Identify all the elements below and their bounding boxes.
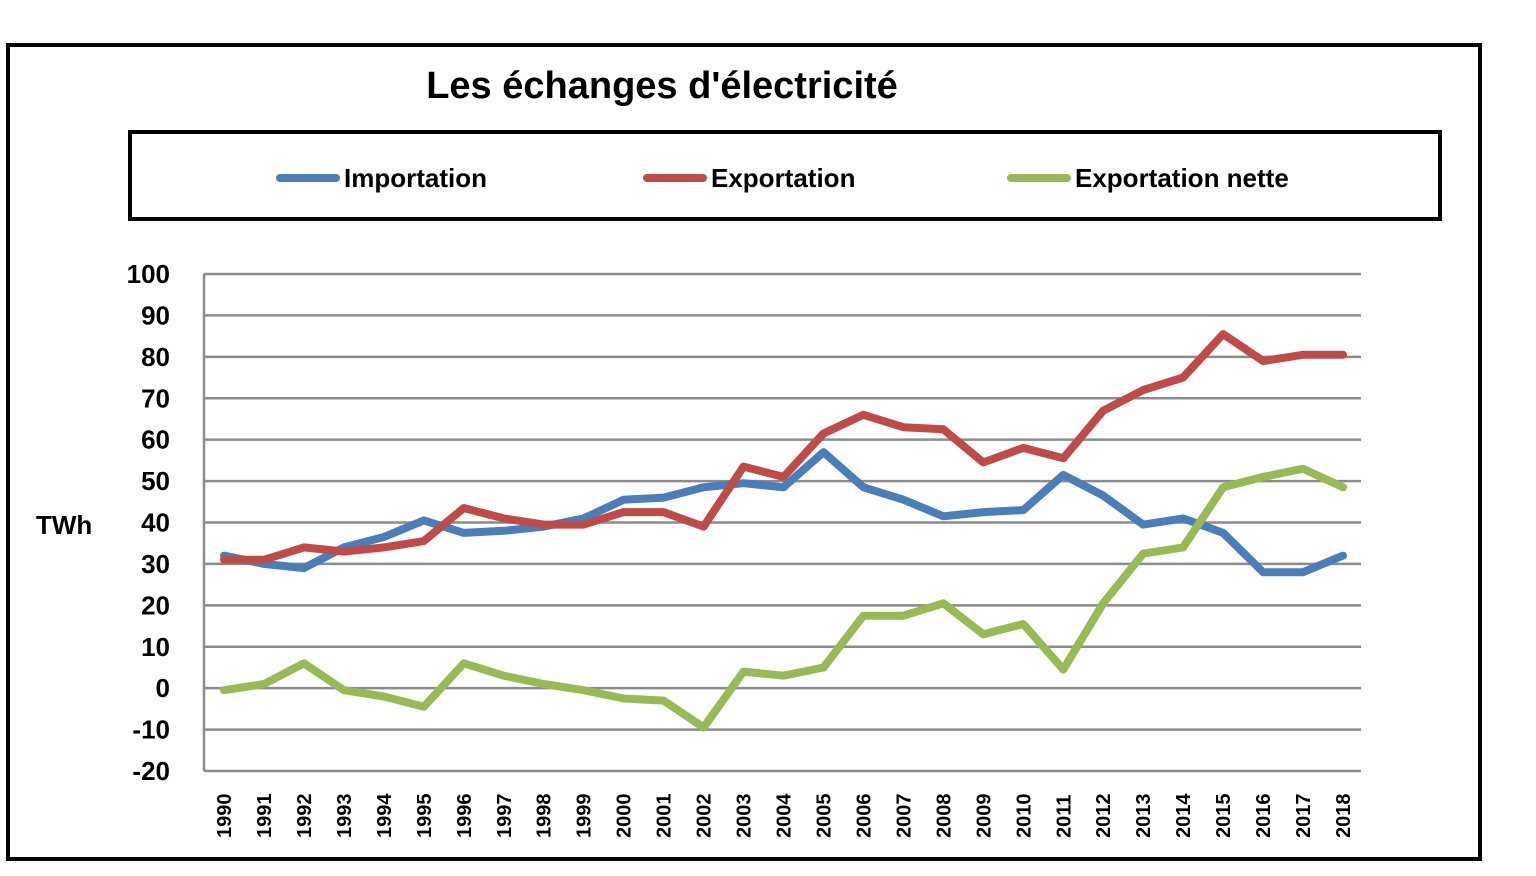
x-tick-label: 2017 [1293, 794, 1315, 839]
legend-label-exportation-nette: Exportation nette [1075, 162, 1289, 193]
x-tick-label: 1999 [574, 794, 596, 839]
series-line-exportation-nette [220, 464, 1347, 732]
y-tick-label: 90 [141, 300, 170, 330]
x-tick-label: 1996 [454, 794, 476, 839]
legend-label-exportation: Exportation [711, 162, 856, 193]
x-tick-label: 2004 [774, 793, 796, 838]
y-tick-label: 0 [156, 673, 170, 703]
x-tick-label: 2000 [614, 794, 636, 839]
y-tick-label: 30 [141, 549, 170, 579]
y-tick-label: 80 [141, 342, 170, 372]
x-tick-label: 1990 [214, 794, 236, 839]
x-tick-label: 2014 [1173, 793, 1195, 838]
legend-label-importation: Importation [344, 162, 487, 193]
x-tick-label: 1997 [494, 794, 516, 839]
grid-lines [204, 272, 1361, 773]
x-tick-label: 2008 [933, 794, 955, 839]
x-tick-label: 2015 [1213, 794, 1235, 839]
x-tick-label: 1991 [254, 794, 276, 839]
series-line-importation [220, 448, 1347, 577]
x-tick-label: 1995 [414, 794, 436, 839]
x-tick-label: 2005 [813, 794, 835, 839]
x-tick-label: 2016 [1253, 794, 1275, 839]
x-tick-label: 2006 [853, 794, 875, 839]
series-lines [220, 330, 1347, 732]
x-tick-label: 2010 [1013, 794, 1035, 839]
y-tick-label: 60 [141, 425, 170, 455]
y-axis-label: TWh [36, 510, 93, 540]
x-tick-labels: 1990 1991 1992 1993 1994 1995 1996 1997 1998 1999… [214, 793, 1355, 838]
x-tick-label: 2007 [893, 794, 915, 839]
legend-swatch-importation [276, 174, 340, 182]
x-tick-label: 2012 [1093, 794, 1115, 839]
y-tick-label: 20 [141, 590, 170, 620]
x-tick-label: 2011 [1053, 795, 1075, 838]
legend-item-importation: Importation [276, 163, 487, 193]
x-tick-label: 1992 [294, 794, 316, 839]
x-tick-label: 2002 [694, 794, 716, 839]
y-tick-label: -10 [132, 715, 170, 745]
x-tick-label: 1998 [534, 794, 556, 839]
y-tick-label: 40 [141, 508, 170, 538]
y-tick-label: 100 [127, 259, 170, 289]
x-tick-label: 1993 [334, 794, 356, 839]
legend-swatch-exportation-nette [1007, 174, 1071, 182]
legend-swatch-exportation [643, 174, 707, 182]
legend-item-exportation: Exportation [643, 163, 855, 193]
x-tick-label: 1994 [374, 793, 396, 838]
x-tick-label: 2013 [1133, 794, 1155, 839]
y-tick-label: -20 [132, 756, 170, 786]
x-tick-label: 2003 [734, 794, 756, 839]
series-line-exportation [220, 330, 1347, 564]
y-tick-label: 50 [141, 466, 170, 496]
x-tick-label: 2001 [654, 794, 676, 839]
y-tick-label: 10 [141, 632, 170, 662]
legend-item-exportation-nette: Exportation nette [1007, 163, 1289, 193]
legend: Importation Exportation Exportation nett… [128, 130, 1442, 221]
y-tick-label: 70 [141, 383, 170, 413]
x-tick-label: 2009 [973, 794, 995, 839]
chart-title: Les échanges d'électricité [426, 65, 898, 107]
x-tick-label: 2018 [1333, 794, 1355, 839]
